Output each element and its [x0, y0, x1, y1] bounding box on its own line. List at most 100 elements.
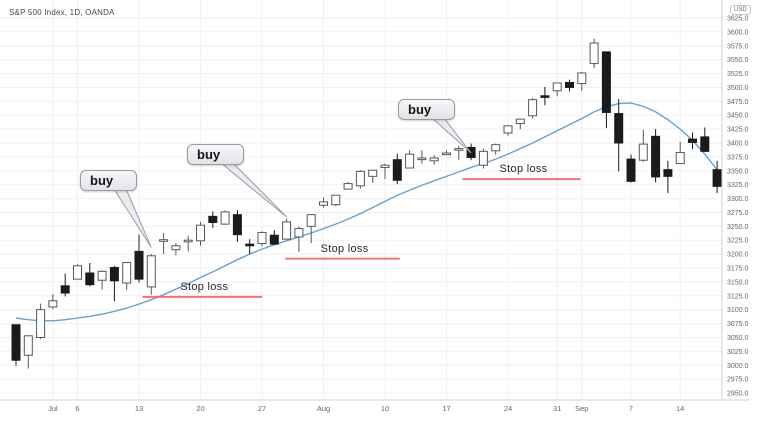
y-axis-label: 3325.0	[727, 182, 749, 189]
candle-up	[331, 194, 341, 206]
y-axis-label: 2950.0	[727, 391, 749, 398]
y-axis-label: 3000.0	[727, 363, 749, 370]
x-axis-label: 10	[381, 404, 389, 413]
candle-up	[355, 170, 365, 187]
candle-up	[319, 201, 328, 206]
candle-down	[712, 169, 722, 187]
y-axis-label: 3200.0	[727, 252, 749, 259]
candle-up	[528, 99, 538, 117]
x-axis-label: Aug	[317, 404, 330, 413]
y-axis-label: 3525.0	[727, 71, 749, 78]
candle-up	[97, 270, 107, 281]
y-axis-label: 3550.0	[727, 57, 749, 64]
currency-toggle-button[interactable]: USD	[730, 5, 751, 15]
candle-down	[626, 158, 636, 182]
candle-up	[159, 239, 169, 242]
candle-up	[343, 183, 353, 190]
candle-down	[565, 81, 574, 88]
candle-up	[368, 169, 378, 177]
callout-tail	[113, 188, 152, 248]
y-axis-label: 3125.0	[727, 293, 749, 300]
candle-down	[245, 243, 255, 247]
x-axis-label: Sep	[575, 404, 588, 413]
chart-symbol-title: S&P 500 Index, 1D, OANDA	[9, 8, 115, 17]
candle-down	[614, 113, 624, 144]
candle-up	[478, 150, 488, 166]
candle-up	[577, 72, 587, 85]
x-axis-label: 13	[135, 404, 143, 413]
candle-up	[380, 164, 390, 168]
candle-up	[589, 42, 599, 65]
x-axis-label: 20	[196, 404, 204, 413]
buy-callout[interactable]: buy	[80, 170, 137, 191]
candle-up	[122, 261, 132, 284]
x-axis-label: 24	[504, 404, 512, 413]
y-axis-label: 3600.0	[727, 29, 749, 36]
candle-down	[269, 234, 279, 245]
candle-up	[405, 153, 415, 169]
y-axis-label: 3500.0	[727, 85, 749, 92]
candle-up	[196, 224, 205, 242]
candle-down	[109, 266, 119, 282]
y-axis-label: 3375.0	[727, 154, 749, 161]
candle-up	[552, 82, 562, 92]
stop-loss-label[interactable]: Stop loss	[180, 280, 229, 293]
candle-up	[442, 152, 451, 156]
stop-loss-label[interactable]: Stop loss	[320, 242, 369, 255]
y-axis-label: 3450.0	[727, 113, 749, 120]
candle-up	[48, 300, 58, 308]
y-axis-label: 3025.0	[727, 349, 749, 356]
candle-up	[417, 157, 427, 161]
buy-callout-label: buy	[197, 147, 221, 162]
candle-up	[515, 118, 525, 125]
y-axis-label: 3300.0	[727, 196, 749, 203]
candle-down	[663, 169, 673, 177]
candle-up	[146, 255, 156, 288]
y-axis-label: 3250.0	[727, 224, 749, 231]
y-axis-label: 3625.0	[727, 16, 749, 23]
candle-up	[73, 265, 82, 280]
y-axis-label: 3150.0	[727, 279, 749, 286]
y-axis-label: 3225.0	[727, 238, 749, 245]
buy-callout-label: buy	[408, 102, 432, 117]
candle-up	[306, 214, 316, 227]
candle-up	[23, 335, 33, 356]
y-axis-label: 3100.0	[727, 307, 749, 314]
candle-down	[601, 51, 611, 113]
candle-up	[294, 228, 304, 238]
y-axis-label: 3275.0	[727, 210, 749, 217]
y-axis-label: 3425.0	[727, 127, 749, 134]
candle-up	[675, 151, 685, 165]
candle-down	[232, 214, 242, 236]
x-axis-label: 7	[629, 404, 633, 413]
x-axis-label: 14	[676, 404, 684, 413]
candle-up	[429, 157, 439, 162]
candle-up	[638, 143, 648, 161]
candle-down	[60, 285, 70, 294]
candle-down	[700, 136, 710, 152]
candle-down	[540, 95, 550, 98]
candle-down	[392, 159, 402, 181]
candle-up	[454, 148, 464, 151]
candle-up	[171, 245, 181, 251]
candle-up	[36, 309, 46, 338]
x-axis-label: 17	[442, 404, 450, 413]
buy-callout-label: buy	[90, 173, 114, 188]
x-axis-label: 27	[258, 404, 266, 413]
y-axis-label: 3175.0	[727, 266, 749, 273]
buy-callout[interactable]: buy	[187, 144, 244, 165]
moving-average-line	[15, 102, 718, 322]
candle-down	[11, 324, 21, 361]
candle-down	[651, 135, 661, 178]
candle-down	[208, 215, 218, 223]
candle-down	[85, 272, 95, 286]
buy-callout[interactable]: buy	[398, 99, 455, 120]
stop-loss-label[interactable]: Stop loss	[499, 163, 548, 176]
candle-up	[491, 144, 501, 152]
y-axis-label: 3575.0	[727, 43, 749, 50]
y-axis-label: 3350.0	[727, 168, 749, 175]
candle-down	[688, 138, 697, 143]
y-axis-label: 3400.0	[727, 141, 749, 148]
